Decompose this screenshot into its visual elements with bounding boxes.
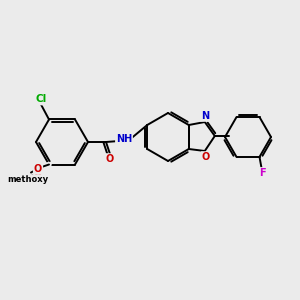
Text: methoxy: methoxy [24,175,30,176]
Text: O: O [34,167,42,178]
Text: N: N [201,111,209,121]
Text: NH: NH [116,134,132,144]
Text: F: F [259,168,266,178]
Text: O: O [34,164,42,173]
Text: Cl: Cl [35,94,46,104]
Text: methoxy: methoxy [8,175,49,184]
Text: O: O [202,152,210,162]
Text: O: O [106,154,114,164]
